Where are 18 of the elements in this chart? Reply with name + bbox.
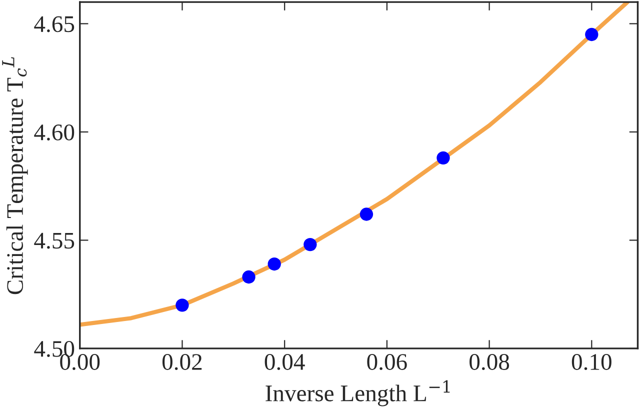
y-tick-label: 4.55 <box>34 232 74 249</box>
y-tick-label: 4.60 <box>34 124 74 140</box>
point <box>304 238 317 252</box>
point <box>436 151 450 165</box>
x-tick-label: 0.08 <box>470 354 510 370</box>
point <box>176 298 189 312</box>
y-axis-title: Critical Temperature T$_{c}$$^{L}$ <box>2 57 28 294</box>
x-tick-label: 0.02 <box>162 354 202 370</box>
point <box>360 208 374 221</box>
y-tick-label: 4.65 <box>34 16 74 32</box>
x-tick-label: 0.10 <box>572 354 612 370</box>
point <box>268 257 281 271</box>
line-series <box>80 2 630 327</box>
x-tick-label: 0.06 <box>367 354 407 370</box>
x-tick-label: 0.04 <box>264 354 305 370</box>
point <box>585 28 598 42</box>
point <box>242 270 256 284</box>
x-axis-title: Inverse Length L$^{−1}$ <box>266 380 450 406</box>
